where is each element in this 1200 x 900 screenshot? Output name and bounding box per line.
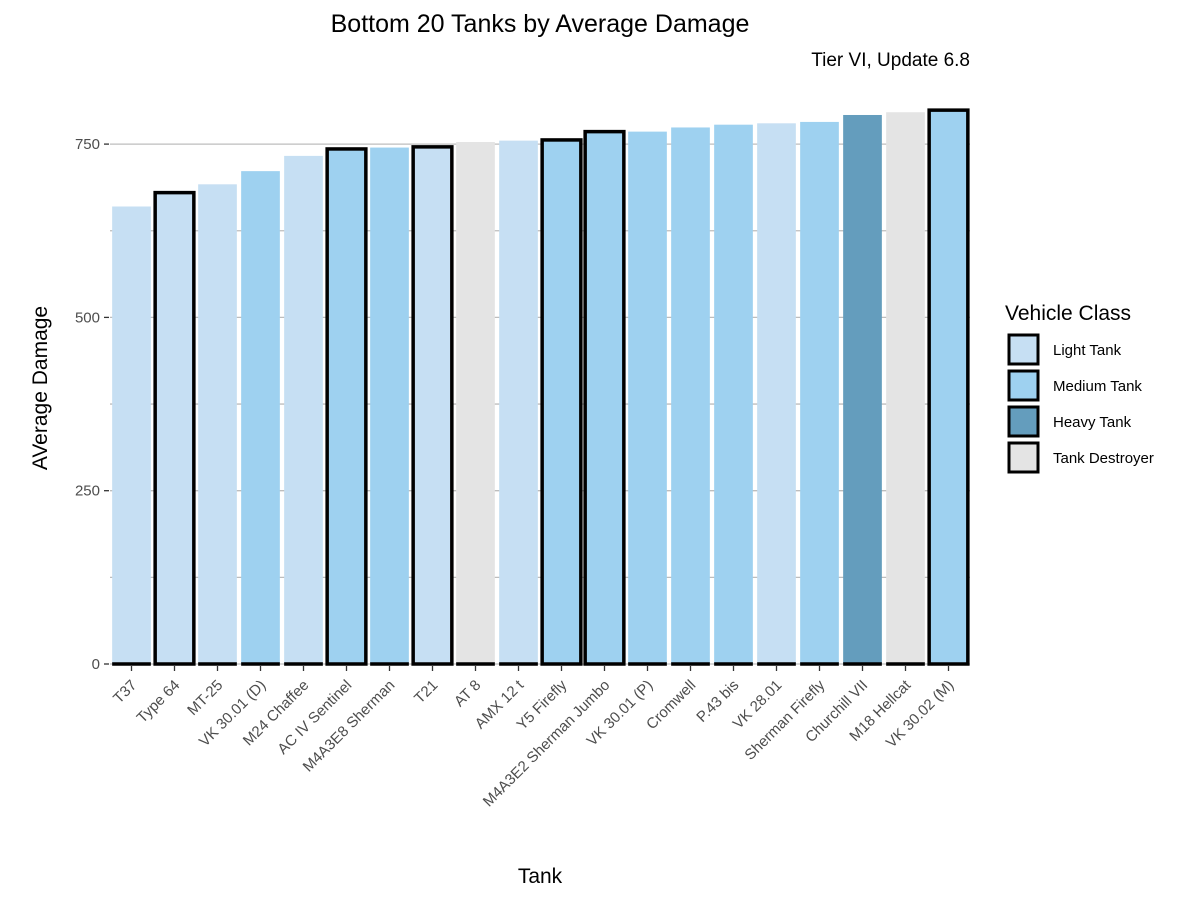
legend-title: Vehicle Class (1005, 302, 1131, 325)
bars (112, 108, 970, 666)
x-tick-label: AT 8 (451, 677, 484, 710)
bar (456, 142, 495, 665)
bar (757, 123, 796, 664)
bar (411, 145, 454, 666)
x-tick-label: MT-25 (184, 677, 226, 719)
bar (927, 108, 970, 666)
legend: Vehicle Class Light Tank Medium Tank Heavy… (1005, 302, 1154, 474)
legend-swatch (1007, 333, 1040, 366)
legend-swatch (1007, 405, 1040, 438)
bar (628, 131, 667, 664)
x-tick-label: T21 (411, 677, 441, 707)
bar (499, 140, 538, 664)
y-axis-title: AVerage Damage (29, 306, 52, 470)
x-tick-label: Type 64 (134, 677, 184, 727)
y-axis: 0 250 500 750 (75, 136, 109, 673)
bar (370, 147, 409, 665)
bar (843, 114, 882, 665)
bar (671, 127, 710, 665)
y-tick-label: 750 (75, 136, 100, 153)
y-tick-label: 250 (75, 483, 100, 500)
y-tick-label: 0 (92, 656, 100, 673)
bar (241, 171, 280, 664)
bar (540, 138, 583, 666)
chart-subtitle: Tier VI, Update 6.8 (811, 50, 970, 71)
legend-swatch (1007, 369, 1040, 402)
legend-label: Medium Tank (1053, 378, 1142, 395)
bar (153, 190, 196, 666)
bar (886, 112, 925, 665)
legend-label: Heavy Tank (1053, 414, 1132, 431)
x-tick-label: AC IV Sentinel (274, 677, 355, 758)
bar (198, 184, 237, 664)
bar (284, 155, 323, 664)
bar (714, 124, 753, 664)
bar (112, 206, 151, 664)
legend-label: Light Tank (1053, 342, 1122, 359)
bar (325, 147, 368, 666)
bar (800, 121, 839, 664)
bar (583, 129, 626, 666)
x-tick-label: T37 (110, 677, 140, 707)
chart-title: Bottom 20 Tanks by Average Damage (331, 10, 750, 38)
x-axis-title: Tank (518, 865, 563, 888)
grid-lines (110, 143, 970, 665)
legend-label: Tank Destroyer (1053, 450, 1154, 467)
y-tick-label: 500 (75, 309, 100, 326)
legend-swatch (1007, 441, 1040, 474)
